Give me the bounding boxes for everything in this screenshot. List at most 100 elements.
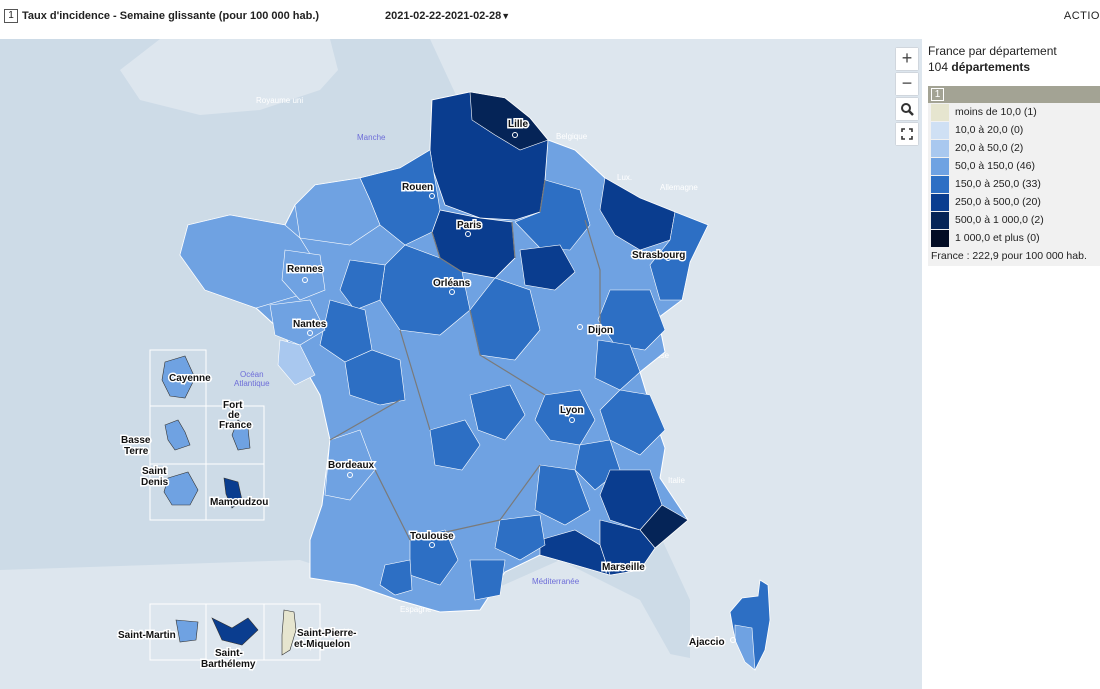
dept-bouches-du-rhone[interactable] [539, 529, 611, 576]
fullscreen-button[interactable] [896, 123, 918, 145]
country-label: Allemagne [660, 183, 698, 192]
legend-count-number: 104 [928, 60, 949, 74]
legend-label: 20,0 à 50,0 (2) [955, 142, 1024, 154]
overseas-label-fort-de-france: Fort [223, 400, 243, 411]
dept-vendee[interactable] [277, 339, 316, 386]
dept-loire-atl[interactable] [269, 299, 326, 346]
legend-label: 150,0 à 250,0 (33) [955, 178, 1041, 190]
corsica-south[interactable] [734, 624, 756, 671]
city-label-rennes: Rennes [287, 264, 324, 275]
guyane-shape[interactable] [161, 355, 196, 399]
city-label-rouen: Rouen [402, 182, 433, 193]
map-legend: France par département 104 départements … [928, 44, 1100, 266]
saint-martin-shape[interactable] [175, 619, 199, 643]
search-icon [901, 103, 914, 116]
overseas-label-saint-barthelemy: Saint- [215, 648, 243, 659]
sea-label: Atlantique [234, 379, 270, 388]
zoom-in-button[interactable]: + [896, 48, 918, 70]
legend-item: 10,0 à 20,0 (0) [928, 121, 1100, 139]
legend-label: 10,0 à 20,0 (0) [955, 124, 1024, 136]
legend-item: 250,0 à 500,0 (20) [928, 193, 1100, 211]
legend-items: moins de 10,0 (1) 10,0 à 20,0 (0) 20,0 à 5… [928, 103, 1100, 247]
country-label: Lux. [617, 173, 632, 182]
indicator-number-badge: 1 [4, 9, 18, 23]
overseas-label-spm: Saint-Pierre- [297, 628, 356, 639]
choropleth-map[interactable]: Royaume uni Belgique Lux. Allemagne Suis… [0, 39, 922, 689]
overseas-label-basse-terre: Basse [121, 435, 151, 446]
legend-label: 500,0 à 1 000,0 (2) [955, 214, 1044, 226]
period-value: 2021-02-22-2021-02-28 [385, 10, 502, 22]
legend-swatch [931, 122, 949, 139]
sardinia-landmass [740, 660, 765, 689]
city-label-dijon: Dijon [588, 325, 613, 336]
overseas-label-saint-denis: Saint [142, 466, 167, 477]
north-africa-landmass [500, 640, 760, 689]
legend-item: moins de 10,0 (1) [928, 103, 1100, 121]
city-label-toulouse: Toulouse [410, 531, 454, 542]
indicator-header: 1 Taux d'incidence - Semaine glissante (… [0, 0, 1100, 34]
dept-jura[interactable] [597, 289, 666, 351]
legend-count-label: départements [951, 60, 1031, 74]
dept-pyrenees-east[interactable] [469, 559, 506, 601]
overseas-label-saint-denis: Denis [141, 477, 169, 488]
legend-header-number: 1 [931, 88, 944, 101]
country-label: Italie [668, 476, 685, 485]
reunion-shape[interactable] [163, 471, 199, 506]
dept-cher[interactable] [469, 384, 526, 441]
legend-item: 500,0 à 1 000,0 (2) [928, 211, 1100, 229]
dept-vienne[interactable] [344, 349, 406, 406]
caret-down-icon: ▼ [501, 11, 511, 21]
dept-drome[interactable] [534, 464, 591, 526]
uk-landmass [120, 39, 338, 115]
city-label-orleans: Orléans [433, 278, 471, 289]
legend-scope: France par département [928, 44, 1057, 58]
dept-pyrenees-atl[interactable] [379, 559, 413, 596]
legend-swatch [931, 194, 949, 211]
overseas-label-basse-terre: Terre [124, 446, 149, 457]
guadeloupe-shape[interactable] [164, 419, 191, 451]
map-canvas: Royaume uni Belgique Lux. Allemagne Suis… [0, 39, 922, 689]
dept-sarthe[interactable] [339, 259, 386, 311]
overseas-label-fort-de-france: de [228, 410, 240, 421]
spain-landmass [0, 560, 470, 689]
overseas-label-cayenne: Cayenne [169, 373, 211, 384]
legend-total: France : 222,9 pour 100 000 hab. [931, 250, 1087, 262]
city-label-paris: Paris [457, 220, 482, 231]
indicator-title: Taux d'incidence - Semaine glissante (po… [22, 10, 320, 22]
spm-shape[interactable] [281, 609, 297, 656]
dept-gironde[interactable] [324, 429, 376, 501]
legend-swatch [931, 230, 949, 247]
dept-lille[interactable] [469, 91, 549, 151]
sea-label: Manche [357, 133, 386, 142]
period-selector[interactable]: 2021-02-22-2021-02-28▼ [385, 10, 510, 22]
europe-landmass [0, 39, 922, 689]
legend-item: 1 000,0 et plus (0) [928, 229, 1100, 247]
dept-moselle[interactable] [599, 177, 676, 251]
saint-barthelemy-shape[interactable] [211, 617, 259, 646]
overseas-label-mamoudzou: Mamoudzou [210, 497, 268, 508]
dept-gard[interactable] [494, 514, 546, 561]
mayotte-shape[interactable] [223, 477, 243, 509]
actions-menu[interactable]: ACTIO [1063, 10, 1100, 22]
dept-savoie[interactable] [599, 389, 666, 456]
dept-ille-vilaine[interactable] [281, 249, 326, 301]
martinique-shape[interactable] [231, 419, 251, 451]
overseas-label-saint-barthelemy: Barthélemy [201, 659, 256, 670]
dept-puy-de-dome[interactable] [429, 419, 481, 471]
dept-ain[interactable] [594, 339, 641, 391]
zoom-out-button[interactable]: − [896, 73, 918, 95]
legend-swatch [931, 104, 949, 121]
overseas-label-spm: et-Miquelon [294, 639, 350, 650]
city-label-lille: Lille [508, 119, 528, 130]
search-button[interactable] [896, 98, 918, 120]
country-label: Royaume uni [256, 96, 303, 105]
dept-normandie-west[interactable] [294, 177, 381, 246]
overseas-label-fort-de-france: France [219, 420, 252, 431]
dept-alsace[interactable] [649, 211, 709, 301]
fullscreen-icon [901, 128, 913, 140]
legend-count: 104 départements [928, 60, 1100, 74]
dept-haute-marne[interactable] [519, 244, 576, 291]
legend-box: 1 moins de 10,0 (1) 10,0 à 20,0 (0) 20,0 à… [928, 86, 1100, 266]
legend-swatch [931, 140, 949, 157]
overseas-label-saint-martin: Saint-Martin [118, 630, 176, 641]
